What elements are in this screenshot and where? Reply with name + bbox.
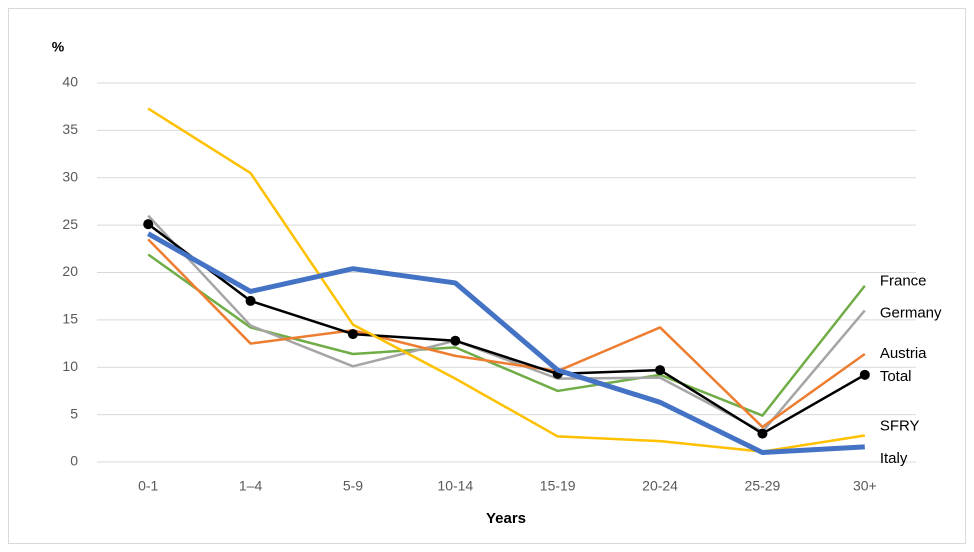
y-tick-label: 40 xyxy=(62,74,78,90)
x-tick-label: 30+ xyxy=(853,478,877,494)
y-tick-label: 5 xyxy=(70,405,78,421)
series-line xyxy=(147,223,866,435)
x-tick-label: 25-29 xyxy=(745,478,781,494)
x-tick-label: 0-1 xyxy=(138,478,158,494)
y-tick-label: 35 xyxy=(62,121,78,137)
y-axis-label: % xyxy=(52,39,65,55)
point xyxy=(245,295,256,306)
x-axis-label: Years xyxy=(486,510,526,527)
series-line xyxy=(146,231,865,456)
point xyxy=(655,365,666,376)
point xyxy=(143,219,154,230)
point xyxy=(450,335,461,346)
x-tick-label: 10-14 xyxy=(437,478,473,494)
y-tick-label: 15 xyxy=(62,311,78,327)
point xyxy=(347,329,358,340)
series-label: Total xyxy=(880,368,912,385)
series-label: Italy xyxy=(880,450,908,467)
x-tick-label: 15-19 xyxy=(540,478,576,494)
series-label: Germany xyxy=(880,304,942,321)
series-line xyxy=(147,107,866,453)
y-tick-label: 10 xyxy=(62,358,78,374)
point xyxy=(859,369,870,380)
series-label: SFRY xyxy=(880,417,920,434)
y-tick-label: 25 xyxy=(62,216,78,232)
y-tick-label: 20 xyxy=(62,263,78,279)
point xyxy=(757,428,768,439)
chart-border xyxy=(8,8,966,544)
series-line xyxy=(147,238,866,429)
series-label: Austria xyxy=(880,345,927,362)
x-tick-label: 20-24 xyxy=(642,478,678,494)
y-tick-label: 0 xyxy=(70,453,78,469)
y-tick-label: 30 xyxy=(62,168,78,184)
x-tick-label: 5-9 xyxy=(343,478,363,494)
x-tick-label: 1–4 xyxy=(239,478,263,494)
series-label: France xyxy=(880,273,927,290)
